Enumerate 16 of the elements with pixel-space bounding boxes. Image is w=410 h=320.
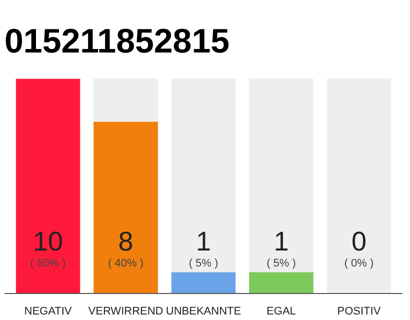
annotation: ( 5% ) [266, 257, 296, 270]
data-label: 10 [33, 226, 64, 256]
annotation: ( 50% ) [30, 257, 66, 270]
data-label: 8 [118, 226, 134, 256]
annotation: ( 40% ) [108, 257, 144, 270]
data-label: 1 [196, 226, 212, 256]
x-tick-label: VERWIRREND [88, 306, 164, 318]
chart-title: 015211852815 [4, 22, 230, 60]
data-label: 1 [274, 226, 289, 256]
x-tick-label: NEGATIV [24, 306, 72, 318]
data-label: 0 [351, 226, 366, 256]
annotation: ( 0% ) [344, 257, 374, 270]
x-tick-label: EGAL [266, 306, 296, 318]
x-tick-label: UNBEKANNTE [166, 306, 242, 318]
annotation: ( 5% ) [188, 257, 218, 270]
x-tick-label: POSITIV [337, 306, 382, 318]
